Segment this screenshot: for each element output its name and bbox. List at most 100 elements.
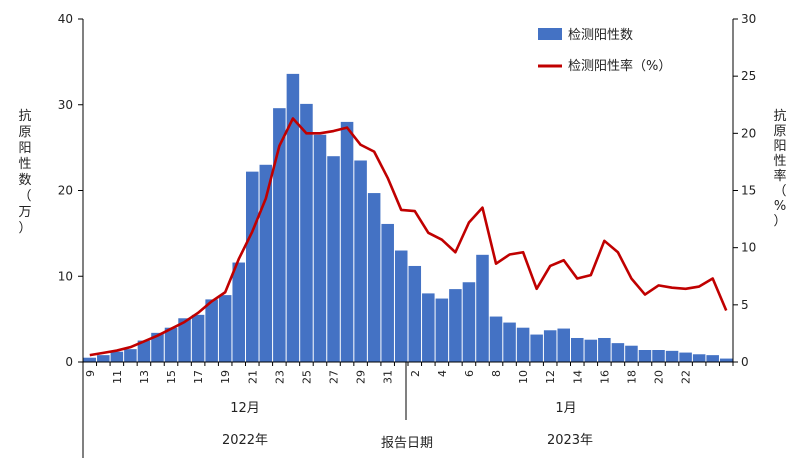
legend-line-label: 检测阳性率（%） <box>568 58 671 74</box>
left-axis-label-char: 原 <box>18 125 31 140</box>
right-tick-label: 0 <box>741 355 749 369</box>
x-axis-title: 报告日期 <box>381 436 433 451</box>
bar <box>530 334 543 362</box>
bar <box>151 332 164 362</box>
right-tick-label: 5 <box>741 298 749 312</box>
x-tick-label: 17 <box>192 370 205 384</box>
x-tick-label: 10 <box>517 370 530 384</box>
bar <box>408 265 422 362</box>
right-tick-label: 20 <box>741 126 756 140</box>
x-tick-label: 31 <box>382 370 395 384</box>
bar <box>435 298 449 362</box>
left-tick-label: 10 <box>58 269 73 283</box>
bar-series <box>83 73 733 363</box>
x-tick-label: 27 <box>328 370 341 384</box>
x-tick-label: 25 <box>300 370 313 384</box>
left-y-ticks: 0 10 20 30 40 <box>58 12 83 369</box>
bar <box>584 339 598 362</box>
bar <box>516 327 530 362</box>
bar <box>462 282 476 362</box>
bar <box>394 250 408 362</box>
x-tick-label: 16 <box>598 370 611 384</box>
x-tick-label: 22 <box>680 370 693 384</box>
rate-line <box>89 117 728 357</box>
right-y-ticks: 0 5 10 15 20 25 30 <box>733 12 756 369</box>
x-tick-label: 14 <box>571 370 584 384</box>
x-tick-label: 21 <box>246 370 259 384</box>
x-tick-label: 4 <box>436 370 449 377</box>
left-axis-label-char: 抗 <box>18 109 31 124</box>
right-tick-label: 15 <box>741 184 756 198</box>
left-tick-label: 20 <box>58 184 73 198</box>
month-label-jan: 1月 <box>555 401 576 416</box>
bar <box>543 330 557 362</box>
bar <box>124 349 137 362</box>
x-tick-label: 18 <box>625 370 638 384</box>
bar <box>354 160 367 362</box>
bar <box>652 350 665 362</box>
bar <box>164 327 178 362</box>
right-axis-label-char: 性 <box>773 154 786 169</box>
bar <box>625 345 638 362</box>
legend-bar-swatch <box>538 28 562 40</box>
bar <box>83 357 97 362</box>
bar <box>313 134 327 362</box>
bar <box>110 351 124 362</box>
right-axis-label-char: 阳 <box>773 139 786 154</box>
x-tick-label: 12 <box>544 370 557 384</box>
right-axis-label-char: % <box>774 199 786 214</box>
bar <box>259 164 273 362</box>
x-tick-label: 23 <box>273 370 286 384</box>
x-tick-label: 11 <box>111 370 124 384</box>
bar <box>300 103 313 362</box>
bar <box>232 262 245 362</box>
bar <box>340 121 354 363</box>
legend: 检测阳性数 检测阳性率（%） <box>538 28 671 74</box>
x-tick-label: 19 <box>219 370 232 384</box>
left-tick-label: 0 <box>65 355 73 369</box>
bar <box>273 108 286 363</box>
bar <box>178 318 191 362</box>
bar <box>598 337 611 362</box>
right-axis-label-char: 抗 <box>773 109 786 124</box>
left-axis-label-char: 阳 <box>18 141 31 156</box>
bar <box>706 355 719 362</box>
left-axis-label-char: （ <box>18 189 31 204</box>
bar <box>327 156 340 362</box>
bar <box>367 193 381 362</box>
right-axis-label-char: 率 <box>773 168 786 184</box>
bar <box>571 337 584 362</box>
bar <box>97 355 110 362</box>
x-tick-label: 6 <box>463 370 476 377</box>
x-tick-label: 2 <box>409 370 422 377</box>
left-tick-label: 30 <box>58 98 73 112</box>
bar <box>665 350 679 362</box>
x-tick-label: 9 <box>84 370 97 377</box>
left-tick-label: 40 <box>58 12 73 26</box>
right-tick-label: 30 <box>741 12 756 26</box>
left-axis-label-char: 数 <box>18 173 31 188</box>
bar <box>218 295 232 362</box>
bar <box>638 350 652 362</box>
bar <box>205 299 218 362</box>
bar <box>246 171 259 362</box>
left-axis-label-char: ） <box>18 221 31 236</box>
bar <box>286 73 300 362</box>
legend-bar-label: 检测阳性数 <box>568 28 633 43</box>
right-axis-label-char: ） <box>773 214 786 229</box>
bar <box>476 254 489 362</box>
right-axis-label-char: 原 <box>773 124 786 139</box>
year-label-2023: 2023年 <box>547 433 593 448</box>
right-tick-label: 10 <box>741 241 756 255</box>
bar <box>611 343 625 362</box>
bar <box>503 322 516 362</box>
right-tick-label: 25 <box>741 69 756 83</box>
left-axis-label-char: 万 <box>18 205 31 220</box>
x-tick-label: 8 <box>490 370 503 377</box>
month-label-dec: 12月 <box>230 401 260 416</box>
x-tick-label: 20 <box>653 370 666 384</box>
bar <box>679 352 692 362</box>
year-label-2022: 2022年 <box>222 433 268 448</box>
